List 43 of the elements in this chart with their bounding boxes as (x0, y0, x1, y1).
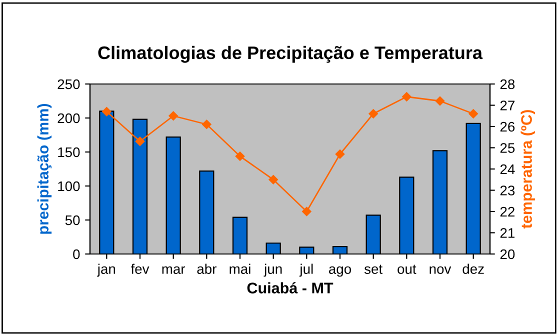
x-tick-label: fev (130, 264, 150, 274)
point (468, 109, 478, 118)
point (435, 96, 445, 106)
y2-tick-label: 20 (500, 249, 515, 260)
x-tick-label: set (364, 264, 382, 274)
point (302, 206, 312, 216)
x-tick-label: jun (264, 264, 282, 277)
y-tick-label: 200 (58, 113, 80, 124)
x-tick-label: nov (430, 266, 452, 274)
x-tick-label: jan (97, 264, 116, 277)
y2-tick-label: 28 (500, 79, 515, 90)
y2-axis-title: temperatura (ºC) (520, 110, 535, 228)
x-tick-label: mar (162, 266, 186, 274)
y-tick-label: 250 (58, 79, 80, 90)
point (135, 136, 145, 146)
y2-tick-label: 26 (500, 122, 515, 132)
y2-tick-label: 24 (500, 164, 515, 174)
y-tick-label: 0 (73, 249, 80, 260)
chart-title: Climatologias de Precipitação e Temperatura (98, 46, 483, 63)
y2-tick-label: 22 (500, 206, 514, 217)
y2-tick-label: 25 (500, 143, 515, 153)
point (335, 150, 345, 159)
point (168, 111, 178, 120)
y2-tick-label: 23 (500, 186, 515, 196)
y-axis-title: precipitação (mm) (37, 104, 52, 234)
y-tick-label: 50 (65, 215, 80, 226)
y2-tick-label: 21 (500, 228, 514, 238)
point (402, 92, 412, 102)
x-axis-title: Cuiabá - MT (247, 282, 334, 294)
x-tick-label: out (398, 264, 416, 274)
x-tick-label: jul (299, 264, 313, 277)
point (235, 152, 245, 161)
x-tick-label: ago (329, 266, 352, 277)
point (368, 109, 378, 118)
point (102, 107, 112, 116)
x-tick-label: dez (462, 264, 484, 274)
y-tick-label: 100 (58, 181, 80, 192)
x-tick-label: abr (197, 264, 216, 274)
y-tick-label: 150 (58, 147, 80, 158)
point (202, 120, 212, 129)
y2-tick-label: 27 (500, 100, 514, 110)
x-tick-label: mai (230, 264, 250, 274)
point (268, 175, 278, 184)
